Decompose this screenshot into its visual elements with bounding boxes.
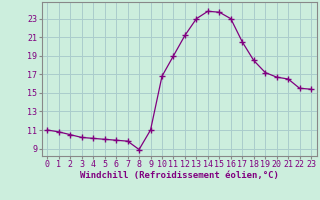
X-axis label: Windchill (Refroidissement éolien,°C): Windchill (Refroidissement éolien,°C) (80, 171, 279, 180)
